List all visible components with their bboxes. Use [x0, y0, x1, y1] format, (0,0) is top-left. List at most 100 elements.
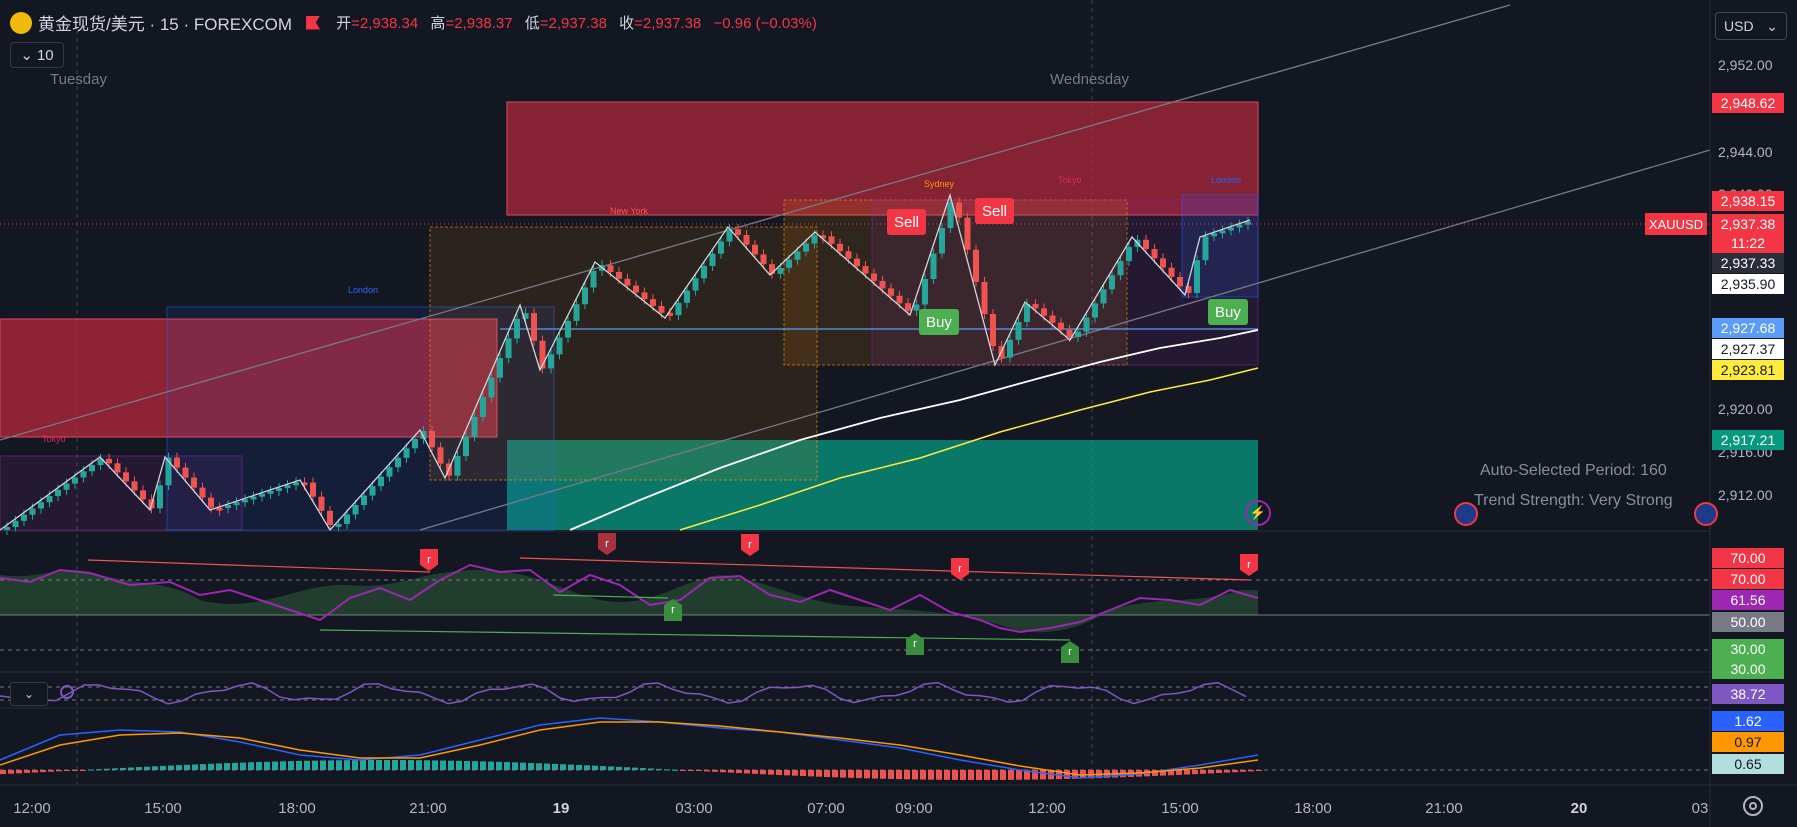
candle — [565, 320, 571, 338]
candle — [735, 229, 741, 235]
candle — [675, 302, 682, 316]
candle — [888, 288, 894, 296]
macd-bar — [784, 770, 790, 776]
candle — [1245, 221, 1251, 225]
macd-bar — [1208, 770, 1214, 774]
macd-bar — [184, 764, 190, 770]
macd-bar — [744, 770, 750, 774]
macd-tag: 1.62 — [1712, 711, 1784, 731]
buy-signal[interactable]: Buy — [1208, 299, 1248, 325]
candle — [293, 482, 299, 486]
lightning-icon[interactable]: ⚡ — [1245, 500, 1271, 526]
macd-bar — [832, 770, 838, 778]
candle — [369, 486, 376, 496]
candle — [216, 507, 223, 511]
macd-bar — [624, 767, 630, 770]
sell-signal[interactable]: Sell — [887, 209, 927, 235]
us-flag-event-icon[interactable] — [1694, 502, 1718, 526]
candle — [820, 235, 826, 239]
macd-bar — [640, 768, 646, 770]
macd-bar — [984, 770, 990, 780]
us-flag-event-icon[interactable] — [1454, 502, 1478, 526]
macd-bar — [248, 762, 254, 770]
macd-bar — [936, 770, 942, 780]
candle — [284, 485, 291, 489]
price-tag: 2,927.37 — [1712, 339, 1784, 359]
rsi-fill — [0, 570, 1258, 633]
time-label: 21:00 — [1425, 800, 1463, 817]
oscillator-line — [0, 681, 1247, 705]
macd-bar — [448, 760, 454, 770]
candle — [344, 514, 350, 524]
price-tag: 2,938.15 — [1712, 191, 1784, 211]
gear-icon[interactable] — [1743, 796, 1763, 816]
candle — [658, 306, 665, 313]
candle — [701, 266, 707, 279]
macd-bar — [88, 769, 94, 771]
divergence-marker: r — [664, 599, 682, 621]
session-box-london — [166, 306, 555, 531]
session-box-newyork — [429, 226, 818, 481]
currency-select[interactable]: USD ⌄ — [1715, 12, 1787, 40]
candle — [726, 229, 733, 242]
indicator-circle-icon[interactable] — [60, 685, 74, 699]
macd-bar — [952, 770, 958, 780]
buy-signal[interactable]: Buy — [919, 309, 959, 335]
divergence-marker: r — [1061, 641, 1079, 663]
candle — [845, 251, 852, 259]
candle — [378, 476, 384, 487]
macd-bar — [496, 761, 502, 770]
macd-bar — [1192, 770, 1198, 775]
macd-bar — [48, 770, 54, 772]
session-label-newyork: New York — [610, 206, 649, 216]
macd-bar — [1216, 770, 1222, 773]
candle — [123, 472, 129, 482]
indicators-collapse-button[interactable]: ⌄ 10 — [10, 42, 64, 68]
macd-bar — [512, 762, 518, 770]
currency-value: USD — [1724, 18, 1754, 34]
rsi-tag: 30.00 — [1712, 659, 1784, 679]
macd-bar — [472, 761, 478, 770]
candle — [973, 249, 979, 282]
macd-bar — [1024, 770, 1030, 780]
symbol-title[interactable]: 黄金现货/美元 · 15 · FOREXCOM — [38, 15, 293, 34]
macd-bar — [488, 761, 494, 770]
candle — [582, 287, 588, 305]
macd-bar — [264, 761, 270, 770]
candle — [913, 304, 920, 311]
candle — [4, 527, 10, 531]
macd-bar — [368, 760, 374, 770]
price-axis-label: 2,944.00 — [1718, 144, 1773, 160]
macd-bar — [520, 762, 526, 770]
macd-bar — [128, 767, 134, 770]
macd-bar — [944, 770, 950, 780]
sell-signal[interactable]: Sell — [975, 198, 1015, 224]
time-label: 12:00 — [13, 800, 51, 817]
candle — [335, 523, 342, 527]
day-label-wednesday: Wednesday — [1050, 71, 1129, 88]
candle — [1151, 249, 1158, 259]
time-label: 15:00 — [1161, 800, 1199, 817]
pane-collapse-button[interactable]: ⌄ — [10, 682, 48, 706]
candle — [573, 304, 580, 321]
rsi-line — [0, 563, 1259, 634]
candle — [922, 279, 928, 305]
macd-bar — [1256, 770, 1262, 771]
macd-bar — [992, 770, 998, 780]
indicator-count: 10 — [36, 46, 54, 64]
macd-bar — [712, 770, 718, 772]
macd-bar — [344, 760, 350, 770]
candle — [114, 463, 121, 473]
time-label: 18:00 — [278, 800, 316, 817]
macd-bar — [464, 760, 470, 770]
candle — [1177, 276, 1183, 287]
price-axis-label: 2,912.00 — [1718, 487, 1773, 503]
macd-bar — [792, 770, 798, 776]
candle — [1024, 304, 1030, 322]
macd-bar — [872, 770, 878, 779]
macd-bar — [1064, 770, 1070, 779]
candle — [641, 292, 648, 300]
macd-bar — [776, 770, 782, 775]
macd-line — [0, 717, 1259, 779]
